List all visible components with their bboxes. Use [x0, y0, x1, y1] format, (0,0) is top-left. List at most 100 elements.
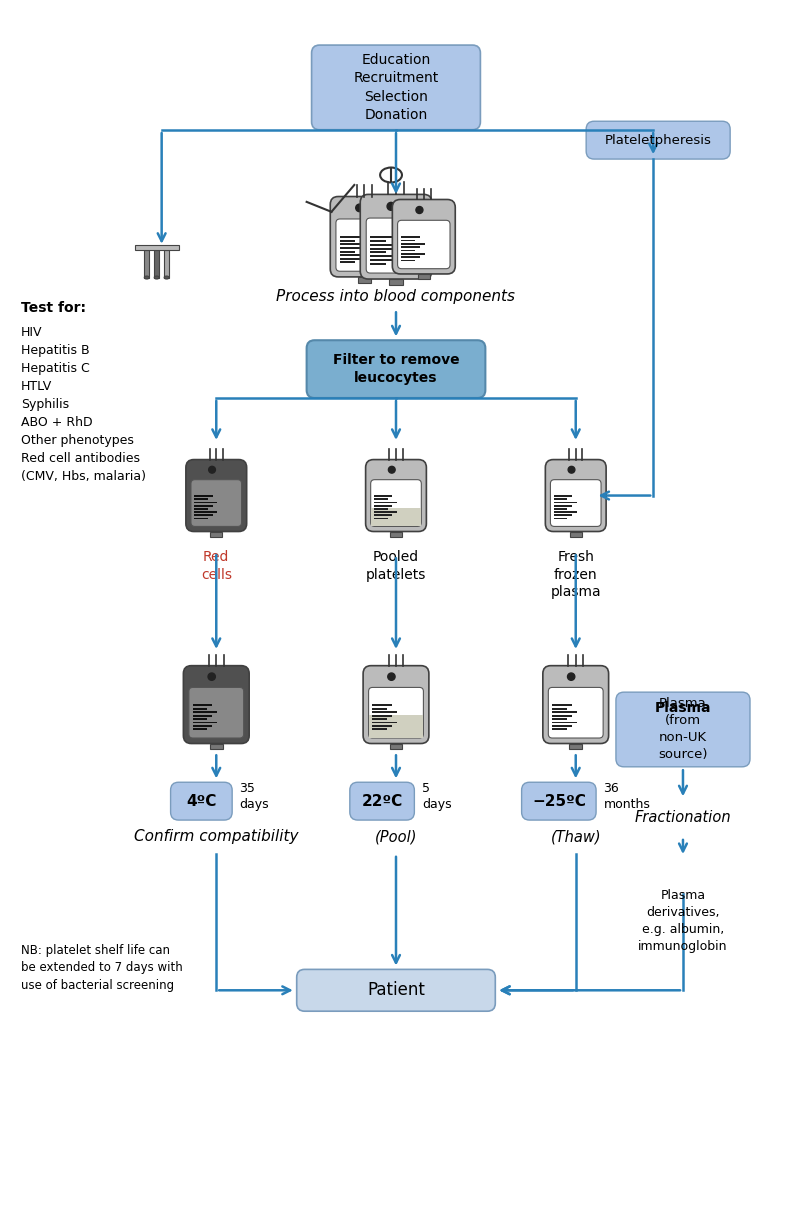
FancyBboxPatch shape: [188, 688, 244, 738]
Text: 22ºC: 22ºC: [361, 793, 402, 808]
Text: Filter to remove
leucocytes: Filter to remove leucocytes: [333, 353, 459, 385]
Bar: [401, 250, 415, 251]
Bar: [401, 260, 415, 262]
Bar: [340, 236, 360, 239]
Text: Plasma
(from
non-UK
source): Plasma (from non-UK source): [658, 697, 708, 761]
FancyBboxPatch shape: [297, 969, 495, 1011]
Bar: [372, 728, 387, 731]
Text: 5
days: 5 days: [422, 782, 451, 811]
Text: Patient: Patient: [367, 982, 425, 999]
Bar: [372, 724, 392, 727]
Bar: [144, 250, 149, 278]
Bar: [372, 704, 392, 706]
Text: 4ºC: 4ºC: [186, 793, 216, 808]
Text: NB: platelet shelf life can
be extended to 7 days with
use of bacterial screenin: NB: platelet shelf life can be extended …: [21, 943, 182, 991]
Bar: [554, 496, 572, 497]
FancyBboxPatch shape: [548, 688, 604, 738]
FancyBboxPatch shape: [360, 194, 432, 279]
FancyBboxPatch shape: [170, 782, 232, 820]
Bar: [374, 518, 388, 519]
Bar: [154, 250, 159, 278]
Circle shape: [356, 204, 364, 212]
FancyBboxPatch shape: [330, 197, 398, 277]
Bar: [374, 514, 392, 517]
Circle shape: [416, 207, 423, 214]
Bar: [368, 716, 424, 738]
Bar: [372, 715, 392, 717]
Bar: [389, 279, 403, 285]
FancyBboxPatch shape: [522, 782, 596, 820]
Bar: [552, 728, 567, 731]
Bar: [371, 508, 421, 526]
Bar: [554, 504, 572, 507]
Bar: [340, 240, 355, 242]
Text: Process into blood components: Process into blood components: [276, 289, 516, 304]
Bar: [340, 244, 365, 246]
Text: Plateletpheresis: Plateletpheresis: [605, 134, 711, 146]
Bar: [370, 240, 386, 242]
Circle shape: [208, 466, 215, 474]
Text: Plasma: Plasma: [655, 701, 711, 715]
Bar: [569, 531, 581, 536]
Text: Pooled
platelets: Pooled platelets: [366, 550, 426, 582]
Ellipse shape: [144, 276, 149, 279]
Bar: [192, 724, 212, 727]
FancyBboxPatch shape: [184, 665, 249, 743]
Bar: [554, 508, 567, 509]
FancyBboxPatch shape: [616, 692, 750, 766]
Bar: [552, 722, 577, 723]
Bar: [401, 246, 420, 248]
FancyBboxPatch shape: [392, 199, 455, 274]
Ellipse shape: [154, 276, 159, 279]
FancyBboxPatch shape: [191, 480, 242, 526]
FancyBboxPatch shape: [350, 782, 414, 820]
Bar: [401, 244, 425, 245]
Bar: [554, 518, 567, 519]
Bar: [192, 728, 208, 731]
Bar: [194, 498, 208, 501]
Bar: [401, 240, 415, 241]
Bar: [340, 251, 355, 252]
Text: Test for:: Test for:: [21, 301, 86, 315]
Bar: [372, 722, 397, 723]
FancyBboxPatch shape: [186, 460, 246, 531]
Text: Fractionation: Fractionation: [634, 809, 731, 824]
Bar: [192, 704, 212, 706]
Bar: [374, 498, 388, 501]
Bar: [192, 711, 217, 713]
Bar: [372, 718, 387, 720]
Circle shape: [388, 673, 395, 680]
Bar: [372, 707, 387, 710]
Ellipse shape: [380, 167, 402, 182]
Text: HIV
Hepatitis B
Hepatitis C
HTLV
Syphilis
ABO + RhD
Other phenotypes
Red cell an: HIV Hepatitis B Hepatitis C HTLV Syphili…: [21, 326, 146, 483]
Bar: [374, 504, 392, 507]
FancyBboxPatch shape: [543, 665, 608, 743]
FancyBboxPatch shape: [368, 688, 424, 738]
Bar: [340, 262, 355, 263]
Bar: [552, 711, 577, 713]
Bar: [401, 236, 420, 239]
Bar: [390, 531, 402, 536]
Bar: [194, 502, 217, 503]
Bar: [194, 514, 212, 517]
Bar: [370, 260, 391, 261]
Bar: [135, 245, 178, 250]
Bar: [554, 498, 567, 501]
Bar: [372, 711, 397, 713]
Bar: [370, 263, 386, 264]
Bar: [370, 255, 397, 257]
Bar: [194, 496, 212, 497]
Bar: [340, 258, 360, 260]
Bar: [192, 722, 217, 723]
FancyBboxPatch shape: [398, 220, 450, 268]
Bar: [164, 250, 169, 278]
FancyBboxPatch shape: [366, 218, 426, 273]
FancyBboxPatch shape: [336, 219, 393, 272]
Bar: [554, 502, 577, 503]
Bar: [211, 531, 223, 536]
Bar: [390, 743, 402, 749]
Bar: [552, 718, 567, 720]
Bar: [340, 255, 365, 256]
Text: 36
months: 36 months: [604, 782, 650, 811]
Text: Fresh
frozen
plasma: Fresh frozen plasma: [550, 550, 601, 599]
